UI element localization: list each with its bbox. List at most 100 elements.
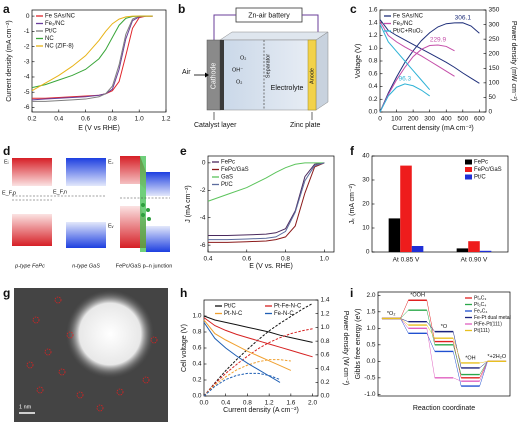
connector xyxy=(479,361,488,369)
y-axis-label: Current density (mA cm⁻²) xyxy=(6,20,13,102)
y-tick-label: 0.0 xyxy=(368,109,377,116)
connector xyxy=(426,321,435,332)
peak-label: 229.9 xyxy=(430,37,447,44)
charge xyxy=(141,203,145,207)
bar xyxy=(479,250,492,252)
x-axis-label: Reaction coordinate xyxy=(413,405,475,412)
state-label: *O₂ xyxy=(387,311,396,317)
y-tick-label: -4 xyxy=(24,74,30,81)
legend-label: Pt-Fe-N-C xyxy=(274,304,302,310)
y-tick-label: 0.4 xyxy=(368,83,377,90)
x-tick-label: 1.6 xyxy=(286,400,295,407)
bar xyxy=(468,241,480,252)
y-tick-label: 0.8 xyxy=(192,329,201,336)
legend-swatch xyxy=(465,174,472,180)
charge xyxy=(147,217,151,221)
connector xyxy=(400,318,409,322)
legend-swatch xyxy=(465,159,472,165)
x-tick-label: 1.2 xyxy=(265,400,274,407)
x-tick-label: 0.4 xyxy=(203,256,212,263)
level-label: E꜀ xyxy=(108,159,114,165)
connector xyxy=(426,300,436,342)
series-line xyxy=(207,162,325,202)
caption: FePc/GaS p–n junction xyxy=(116,263,173,269)
state-label: *OH xyxy=(465,355,475,361)
panel-letter: d xyxy=(3,144,10,158)
air-label: Air xyxy=(182,69,191,76)
legend-label: Pt/C xyxy=(45,29,57,35)
caption: p-type FePc xyxy=(14,263,45,269)
series-line xyxy=(32,15,153,99)
band xyxy=(120,206,146,248)
connector xyxy=(452,331,462,368)
y-axis-label: Voltage (V) xyxy=(355,44,362,79)
y-tick-label: -3 xyxy=(24,58,30,65)
legend-label: Pt(111) xyxy=(474,328,490,334)
series-line xyxy=(208,162,325,243)
y-tick-label: 0.6 xyxy=(368,70,377,77)
x-tick-label: 0.2 xyxy=(27,116,36,123)
power-line xyxy=(379,83,430,113)
plot-frame xyxy=(207,155,335,253)
x-tick-label: 0.8 xyxy=(243,400,252,407)
legend-label: FePc/GaS xyxy=(221,167,249,173)
series-line xyxy=(203,319,292,371)
y2-tick-label: 300 xyxy=(489,21,500,28)
anode xyxy=(307,39,317,111)
y-axis-label: Cell voltage (V) xyxy=(181,324,188,372)
legend-label: NC (ZIF-8) xyxy=(45,44,74,50)
band xyxy=(12,158,52,186)
y-tick-label: 0.5 xyxy=(366,342,375,349)
separator-label: Separator xyxy=(265,54,271,78)
y2-tick-label: 0.0 xyxy=(321,393,330,400)
x-tick-label: 300 xyxy=(424,116,435,123)
power-line xyxy=(203,372,281,397)
connector xyxy=(479,361,488,375)
bar xyxy=(388,218,401,252)
y2-tick-label: 100 xyxy=(489,80,500,87)
zinc-label: Zinc plate xyxy=(290,122,320,129)
series-line xyxy=(379,19,480,84)
connector xyxy=(426,324,435,339)
connector xyxy=(426,328,436,378)
power-line xyxy=(203,359,291,397)
level-label: Eᵢ xyxy=(4,159,9,165)
legend-label: Fe-N-C xyxy=(274,311,294,317)
connector xyxy=(479,361,488,387)
y2-tick-label: 50 xyxy=(489,94,497,101)
legend-label: Pt/C xyxy=(224,304,236,310)
band xyxy=(66,158,106,186)
plot-frame xyxy=(203,299,319,397)
x-tick-label: 0.6 xyxy=(242,256,251,263)
y-tick-label: -0.5 xyxy=(364,375,376,382)
x-tick-label: 0.4 xyxy=(221,400,230,407)
legend-label: Pt/C xyxy=(221,182,233,188)
y2-tick-label: 150 xyxy=(489,65,500,72)
wire xyxy=(213,14,236,42)
bar xyxy=(400,165,412,252)
series-line xyxy=(31,15,153,101)
x-tick-label: 200 xyxy=(408,116,419,123)
panel-letter: b xyxy=(178,2,185,16)
y2-tick-label: 0.4 xyxy=(321,365,330,372)
power-line xyxy=(203,328,313,397)
band xyxy=(146,172,170,196)
level-label: Eᵥ xyxy=(108,223,114,229)
atom-markers xyxy=(26,296,158,412)
y-tick-label: 10 xyxy=(362,225,370,232)
y-tick-label: 30 xyxy=(362,177,370,184)
y-tick-label: -2 xyxy=(200,187,206,194)
bar xyxy=(411,246,424,252)
y-tick-label: 0 xyxy=(366,249,370,256)
legend-label: Pt₃C₃ xyxy=(474,295,486,301)
y-tick-label: 1.2 xyxy=(368,32,377,39)
connector xyxy=(453,338,462,364)
charge xyxy=(146,208,150,212)
y2-tick-label: 1.4 xyxy=(321,297,330,304)
band xyxy=(120,156,146,190)
y-tick-label: 0.0 xyxy=(192,393,201,400)
panel-letter: c xyxy=(350,2,357,16)
legend-label: Fe₂C₄ xyxy=(474,308,487,314)
x-tick-label: 0.4 xyxy=(54,116,63,123)
